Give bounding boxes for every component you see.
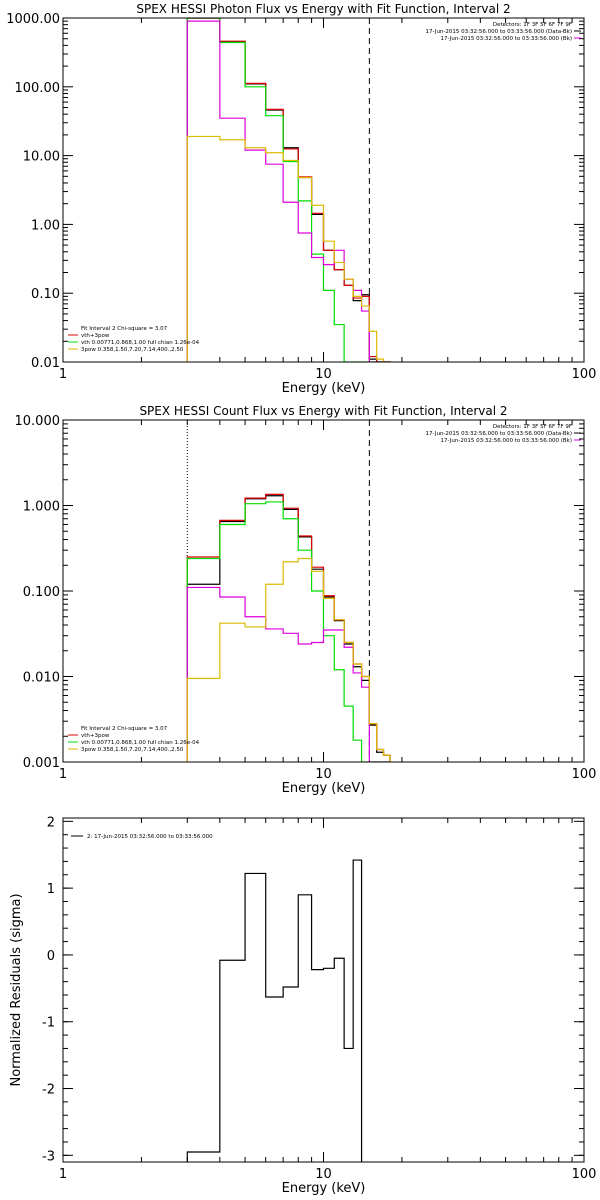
panel-photon: SPEX HESSI Photon Flux vs Energy with Fi… (6, 2, 596, 396)
y-tick-label: -1 (42, 1016, 55, 1031)
series-line-4 (186, 557, 391, 762)
y-tick-label: 0.001 (23, 756, 60, 771)
series-line-0 (186, 859, 363, 1162)
series-line-3 (186, 586, 391, 762)
fit-info-line: vth 0.00771,0.868,1.00 full chian 1.26e-… (81, 740, 200, 746)
series-line-4 (186, 135, 391, 362)
chart-title: SPEX HESSI Photon Flux vs Energy with Fi… (136, 2, 510, 16)
axes-frame (62, 817, 585, 1163)
y-tick-label: 1 (47, 882, 55, 897)
series-line-1 (186, 18, 391, 362)
y-axis-label: Normalized Residuals (sigma) (9, 893, 24, 1086)
fit-info-line: vth 0.00771,0.868,1.00 full chian 1.26e-… (81, 340, 200, 346)
fit-info-line: vth+3pow (81, 333, 110, 339)
y-tick-label: 1000.00 (6, 12, 60, 27)
panel-resid: 1 10 100 Energy (keV) -3 -2 -1 0 1 2 Normalized Re… (9, 815, 596, 1196)
y-tick-label: 0.10 (31, 287, 60, 302)
x-tick-label: 10 (315, 1167, 332, 1182)
series-line-3 (186, 20, 391, 362)
y-tick-label: -3 (42, 1149, 55, 1164)
series-line-0 (186, 495, 391, 762)
y-tick-label: 0.100 (23, 585, 60, 600)
y-tick-label: 10.00 (23, 150, 60, 165)
x-tick-label: 10 (315, 767, 332, 782)
x-tick-label: 100 (572, 1167, 597, 1182)
fit-info-line: 3pow 0.358,1.50,7.20,7.14,400.,2.50 (81, 347, 184, 353)
fit-info-line: Fit Interval 2 Chi-square = 3.07 (81, 326, 168, 332)
series-line-0 (186, 18, 391, 362)
legend-label: 2: 17-Jun-2015 03:32:56.000 to 03:33:56.… (87, 834, 213, 840)
info-line: 17-Jun-2015 03:32:56.000 to 03:33:56.000… (426, 431, 572, 437)
y-tick-label: 2 (47, 815, 55, 830)
info-line: Detectors: 1F 3F 5F 6F 7F 9F (493, 22, 572, 28)
y-tick-label: 10.000 (15, 414, 61, 429)
y-tick-label: 0 (47, 949, 55, 964)
info-line: 17-Jun-2015 03:32:56.000 to 03:33:56.000… (440, 438, 572, 444)
x-axis-label: Energy (keV) (282, 381, 366, 396)
y-tick-label: 1.000 (23, 500, 60, 515)
y-tick-label: -2 (42, 1083, 55, 1098)
axes-frame (62, 419, 585, 763)
y-tick-label: 1.00 (31, 218, 60, 233)
y-tick-label: 100.00 (15, 81, 61, 96)
data-layer (186, 493, 391, 762)
panel-count: SPEX HESSI Count Flux vs Energy with Fit… (15, 404, 597, 796)
x-tick-label: 100 (572, 767, 597, 782)
chart-title: SPEX HESSI Count Flux vs Energy with Fit… (139, 404, 507, 418)
info-line: 17-Jun-2015 03:32:56.000 to 03:33:56.000… (440, 36, 572, 42)
info-line: Detectors: 1F 3F 5F 6F 7F 9F (493, 424, 572, 430)
y-tick-label: 0.010 (23, 671, 60, 686)
x-axis-label: Energy (keV) (282, 1181, 366, 1196)
x-tick-label: 100 (572, 367, 597, 382)
data-layer (186, 859, 363, 1162)
x-tick-label: 1 (59, 767, 67, 782)
fit-info-line: 3pow 0.358,1.50,7.20,7.14,400.,2.50 (81, 747, 184, 753)
x-tick-label: 1 (59, 367, 67, 382)
data-layer (186, 18, 391, 362)
x-axis-label: Energy (keV) (282, 781, 366, 796)
x-tick-label: 1 (59, 1167, 67, 1182)
y-tick-label: 0.01 (31, 356, 60, 371)
x-tick-label: 10 (315, 367, 332, 382)
fit-info-line: vth+3pow (81, 733, 110, 739)
info-line: 17-Jun-2015 03:32:56.000 to 03:33:56.000… (426, 29, 572, 35)
axes-frame (62, 17, 585, 363)
series-line-2 (186, 18, 391, 362)
series-line-1 (186, 493, 391, 762)
fit-info-line: Fit Interval 2 Chi-square = 3.07 (81, 726, 168, 732)
